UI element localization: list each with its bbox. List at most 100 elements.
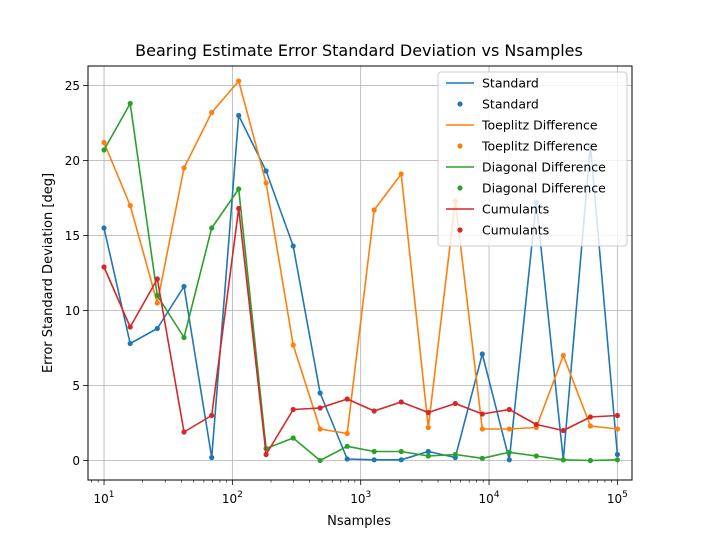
series-line [103, 80, 618, 435]
data-point [344, 430, 350, 437]
data-point [209, 454, 215, 461]
x-tick-label: 104 [479, 490, 500, 506]
legend-entry: Toeplitz Difference [446, 118, 598, 133]
data-point [154, 292, 160, 299]
legend-marker-swatch [457, 101, 463, 107]
x-axis-label: Nsamples [327, 514, 391, 529]
data-point [181, 429, 187, 435]
data-point [317, 457, 323, 464]
data-point [290, 435, 296, 441]
data-point [317, 405, 323, 411]
data-point [101, 147, 107, 153]
data-point [127, 340, 133, 347]
data-point [398, 399, 404, 405]
legend-label: Cumulants [482, 223, 549, 238]
data-point [506, 406, 512, 413]
data-point [452, 400, 458, 407]
data-point [236, 112, 242, 119]
legend-marker-swatch [457, 185, 463, 191]
data-point [560, 352, 566, 359]
data-point [533, 421, 539, 428]
legend: Standard Standard Toeplitz Difference Toepl… [437, 71, 628, 247]
data-point [101, 139, 107, 146]
y-tick-layer: 0 5 10 15 20 25 [65, 79, 88, 468]
data-point [425, 453, 431, 459]
data-point [236, 205, 242, 212]
data-point [317, 426, 323, 432]
data-point [479, 351, 485, 357]
data-point [533, 453, 539, 459]
series-layer [101, 78, 621, 464]
data-point [154, 276, 160, 282]
data-point [560, 457, 566, 463]
plot-frame [87, 65, 633, 481]
data-point [398, 457, 404, 463]
legend-marker-swatch [457, 227, 463, 233]
data-point [127, 100, 133, 107]
data-point [452, 451, 458, 458]
y-tick-label: 10 [65, 304, 80, 318]
data-point [263, 180, 269, 186]
y-axis-label: Error Standard Deviation [deg] [41, 173, 56, 373]
data-point [425, 448, 431, 455]
data-point [371, 207, 377, 213]
data-point [263, 451, 269, 458]
data-point [506, 457, 512, 463]
series-line [103, 207, 618, 456]
x-tick-label: 102 [222, 490, 243, 506]
data-point [479, 426, 485, 432]
y-tick-label: 5 [72, 379, 80, 393]
data-point [181, 334, 187, 341]
data-point [344, 443, 350, 449]
data-point [614, 457, 621, 463]
data-point [506, 426, 512, 432]
data-point [290, 406, 296, 413]
data-point [371, 457, 377, 463]
data-point [344, 456, 350, 462]
data-point [560, 427, 566, 434]
data-point [587, 423, 594, 429]
y-tick-label: 20 [65, 154, 80, 168]
legend-entry: Standard [446, 76, 539, 91]
data-point [154, 325, 160, 332]
data-point [506, 449, 512, 455]
legend-label: Diagonal Difference [482, 160, 606, 175]
data-point [317, 390, 323, 396]
legend-label: Cumulants [482, 202, 549, 217]
legend-entry: Diagonal Difference [457, 181, 606, 196]
data-point [479, 411, 485, 417]
data-point [425, 409, 431, 416]
legend-label: Toeplitz Difference [481, 139, 598, 154]
y-tick-label: 0 [72, 454, 80, 468]
legend-label: Diagonal Difference [482, 181, 606, 196]
data-point [209, 109, 215, 116]
chart-title: Bearing Estimate Error Standard Deviatio… [135, 41, 583, 60]
legend-marker-swatch [457, 143, 463, 149]
data-point [398, 171, 404, 177]
data-point [209, 412, 215, 419]
data-point [154, 300, 160, 306]
data-point [127, 202, 133, 209]
data-point [479, 455, 485, 461]
data-point [263, 168, 269, 174]
legend-label: Standard [482, 76, 539, 91]
legend-entry: Diagonal Difference [446, 160, 606, 175]
series-cumulants [101, 205, 621, 458]
data-point [614, 451, 621, 458]
x-tick-label: 105 [607, 490, 628, 506]
data-point [290, 243, 296, 249]
series-diagonal-difference [101, 100, 621, 464]
legend-entry: Cumulants [446, 202, 549, 217]
data-point [236, 78, 242, 84]
data-point [614, 412, 621, 419]
y-tick-label: 25 [65, 79, 80, 93]
legend-box [437, 71, 628, 247]
legend-entry: Cumulants [457, 223, 549, 238]
data-point [209, 225, 215, 231]
data-point [101, 225, 107, 231]
data-point [614, 426, 621, 432]
data-point [127, 324, 133, 330]
data-point [236, 186, 242, 192]
x-tick-label: 101 [94, 490, 115, 506]
